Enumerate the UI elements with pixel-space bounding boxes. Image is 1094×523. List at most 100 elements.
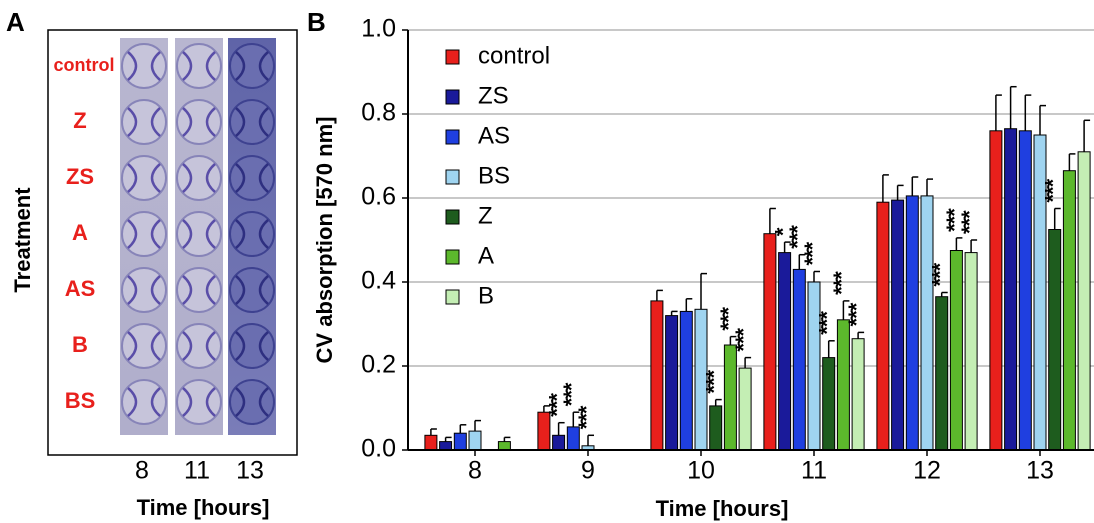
legend-swatch — [445, 49, 460, 65]
well-stain — [235, 387, 269, 417]
bar — [1004, 128, 1018, 451]
legend-swatch — [445, 209, 460, 225]
bar — [836, 319, 850, 451]
well — [121, 211, 167, 257]
well-stain — [127, 107, 161, 137]
well — [121, 267, 167, 313]
well-stain — [235, 275, 269, 305]
significance: *** — [731, 327, 756, 351]
row-label: BS — [65, 388, 96, 413]
bar — [1048, 229, 1062, 451]
bar — [920, 195, 934, 451]
bar — [439, 441, 453, 451]
well — [121, 155, 167, 201]
x-tick-label: 12 — [913, 457, 941, 485]
panel-a: A Treatment 8 11 13 control Z ZS A AS B BS Time [hou… — [6, 7, 298, 520]
legend-label: Z — [478, 202, 493, 229]
well — [176, 323, 222, 369]
well — [176, 155, 222, 201]
significance: *** — [815, 311, 840, 335]
bar — [453, 432, 467, 451]
y-tick-label: 0.2 — [361, 351, 396, 379]
row-label: A — [72, 220, 88, 245]
x-tick-label: 8 — [468, 457, 482, 485]
significance: *** — [559, 382, 584, 406]
significance: *** — [928, 262, 953, 286]
bar — [566, 426, 580, 451]
x-tick-label: 11 — [801, 457, 827, 485]
bar — [665, 315, 679, 451]
well-stain — [127, 387, 161, 417]
legend-swatch — [445, 129, 460, 145]
y-axis-label: CV absorption [570 nm] — [312, 117, 337, 364]
well — [121, 43, 167, 89]
bar — [497, 441, 511, 451]
well-stain — [235, 51, 269, 81]
panel-b: B 0.0 0.2 0.4 0.6 0.8 1.0 CV absorption [570 nm… — [307, 7, 1094, 521]
y-tick-label: 0.0 — [361, 435, 396, 463]
legend-swatch — [445, 89, 460, 105]
well — [176, 379, 222, 425]
well-stain — [127, 219, 161, 249]
bar — [679, 310, 693, 451]
legend-swatch — [445, 169, 460, 185]
legend-label: A — [478, 242, 494, 269]
significance: *** — [844, 302, 869, 326]
bar — [1018, 130, 1032, 451]
bar — [851, 338, 865, 451]
row-label: ZS — [66, 164, 94, 189]
significance: *** — [544, 393, 569, 417]
y-tick-label: 1.0 — [361, 15, 396, 43]
bar — [763, 233, 777, 451]
well-stain — [235, 163, 269, 193]
well — [176, 99, 222, 145]
legend-label: AS — [478, 122, 510, 149]
bar — [935, 296, 949, 451]
well-stain — [235, 219, 269, 249]
bar — [709, 405, 723, 451]
legend-swatch — [445, 249, 460, 265]
bar — [807, 281, 821, 451]
well-stain — [235, 107, 269, 137]
x-tick-label: 13 — [1026, 457, 1054, 485]
significance: * — [770, 227, 795, 236]
legend-label: ZS — [478, 82, 509, 109]
row-label: control — [54, 55, 115, 75]
well — [176, 43, 222, 89]
bar — [552, 434, 566, 451]
x-tick-label: 11 — [184, 457, 210, 485]
bar — [876, 201, 890, 451]
significance: *** — [942, 208, 967, 232]
x-tick-label: 10 — [687, 457, 715, 485]
significance: *** — [957, 210, 982, 234]
well-stain — [182, 51, 216, 81]
bar — [989, 130, 1003, 451]
bar — [905, 195, 919, 451]
well — [176, 211, 222, 257]
well-stain — [127, 275, 161, 305]
well — [176, 267, 222, 313]
panel-label: A — [6, 7, 25, 37]
well-stain — [235, 331, 269, 361]
well-stain — [182, 387, 216, 417]
well-stain — [127, 331, 161, 361]
legend-label: B — [478, 282, 494, 309]
significance: *** — [1041, 178, 1066, 202]
well — [121, 379, 167, 425]
y-axis-label: Treatment — [10, 187, 35, 293]
panel-label: B — [307, 7, 326, 37]
well — [121, 99, 167, 145]
x-axis-label: Time [hours] — [656, 496, 789, 521]
bar — [792, 268, 806, 451]
legend-label: BS — [478, 162, 510, 189]
bar — [537, 411, 551, 451]
bar — [1077, 151, 1091, 451]
y-tick-label: 0.4 — [361, 267, 396, 295]
significance: *** — [702, 369, 727, 393]
row-label: AS — [65, 276, 96, 301]
significance: *** — [800, 241, 825, 265]
significance: *** — [574, 405, 599, 429]
legend-label: control — [478, 42, 550, 69]
well — [229, 267, 275, 313]
